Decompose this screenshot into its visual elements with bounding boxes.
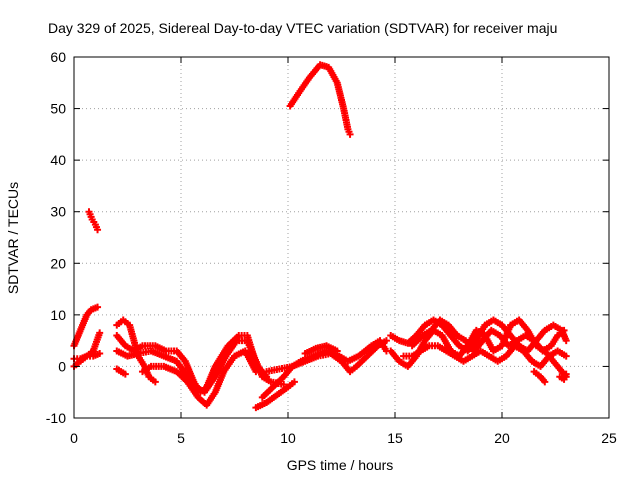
data-point (121, 370, 129, 378)
x-tick-label: 10 (280, 430, 296, 446)
y-axis-label: SDTVAR / TECUs (5, 182, 21, 294)
data-point (96, 329, 104, 337)
series-s8 (113, 365, 129, 378)
data-point (94, 226, 102, 234)
chart-title: Day 329 of 2025, Sidereal Day-to-day VTE… (48, 20, 557, 36)
data-point (94, 303, 102, 311)
data-point (541, 378, 549, 386)
data-point (346, 130, 354, 138)
series-s3 (70, 350, 104, 363)
series-s12 (263, 337, 390, 376)
data-point (290, 378, 298, 386)
data-point (562, 337, 570, 345)
plot-frame (73, 56, 610, 419)
data-point (96, 350, 104, 358)
series-s18 (408, 316, 568, 355)
series-s20 (556, 370, 570, 383)
series-s4 (85, 208, 102, 234)
x-tick-label: 0 (70, 430, 78, 446)
x-axis-label: GPS time / hours (287, 457, 394, 473)
data-point (382, 337, 390, 345)
y-tick-label: -10 (46, 410, 66, 426)
y-axis-ticks: -10 0 10 20 30 40 50 60 (46, 49, 609, 426)
data-point (562, 370, 570, 378)
data-points (70, 61, 570, 412)
x-axis-ticks: 0 5 10 15 20 25 (70, 57, 617, 446)
x-tick-label: 15 (387, 430, 403, 446)
data-point (252, 368, 260, 376)
data-point (562, 352, 570, 360)
series-s9 (138, 347, 260, 409)
y-tick-label: 60 (50, 49, 66, 65)
series-s17 (400, 342, 570, 370)
data-point (560, 326, 568, 334)
y-tick-label: 50 (50, 101, 66, 117)
y-tick-label: 20 (50, 255, 66, 271)
x-tick-label: 20 (494, 430, 510, 446)
data-point (333, 347, 341, 355)
y-tick-label: 0 (58, 358, 66, 374)
x-tick-label: 25 (601, 430, 617, 446)
x-tick-label: 5 (177, 430, 185, 446)
series-s14 (286, 61, 354, 138)
y-tick-label: 10 (50, 307, 66, 323)
y-tick-label: 40 (50, 152, 66, 168)
data-point (151, 378, 159, 386)
y-tick-label: 30 (50, 204, 66, 220)
series-s19 (530, 368, 549, 386)
series-s13 (301, 342, 341, 358)
series-s10 (252, 378, 298, 412)
